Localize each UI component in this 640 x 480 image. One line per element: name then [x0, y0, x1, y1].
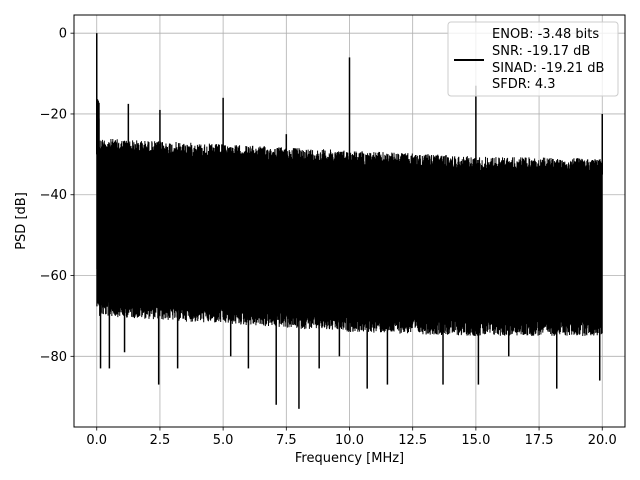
y-tick-label: −60	[40, 269, 67, 284]
legend-sfdr: SFDR: 4.3	[492, 77, 556, 92]
plot-area	[95, 33, 604, 409]
psd-dc-skirt	[96, 99, 100, 307]
y-axis-label: PSD [dB]	[14, 192, 29, 250]
x-tick-label: 2.5	[150, 433, 171, 448]
y-tick-label: 0	[59, 27, 67, 42]
y-tick-label: −40	[40, 188, 67, 203]
legend-enob: ENOB: -3.48 bits	[492, 27, 599, 42]
legend: ENOB: -3.48 bits SNR: -19.17 dB SINAD: -…	[447, 21, 619, 97]
y-axis-ticks: 0 −20 −40 −60 −80	[40, 27, 74, 365]
x-axis-ticks: 0.0 2.5 5.0 7.5 10.0 12.5 15.0 17.5 20.0	[86, 427, 617, 448]
psd-trace	[98, 139, 603, 337]
x-tick-label: 12.5	[398, 433, 427, 448]
x-tick-label: 17.5	[525, 433, 554, 448]
legend-snr: SNR: -19.17 dB	[492, 44, 590, 59]
x-tick-label: 15.0	[461, 433, 490, 448]
x-axis-label: Frequency [MHz]	[295, 451, 404, 466]
y-tick-label: −80	[40, 350, 67, 365]
x-tick-label: 7.5	[276, 433, 297, 448]
x-tick-label: 10.0	[335, 433, 364, 448]
x-tick-label: 0.0	[86, 433, 107, 448]
x-tick-label: 5.0	[213, 433, 234, 448]
x-tick-label: 20.0	[588, 433, 617, 448]
legend-box	[447, 21, 619, 97]
legend-sinad: SINAD: -19.21 dB	[492, 61, 604, 76]
y-tick-label: −20	[40, 107, 67, 122]
